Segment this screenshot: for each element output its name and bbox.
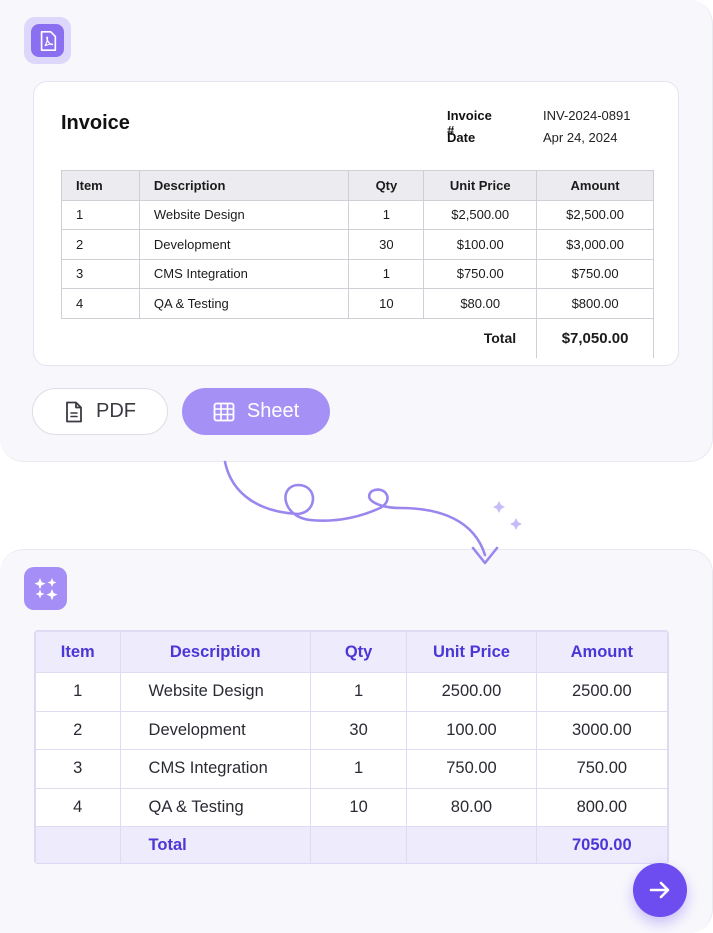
cell-qty: 10 [348,288,425,319]
sheet-format-label: Sheet [246,400,300,422]
cell-amount: $3,000.00 [536,229,654,260]
table-row: 1 Website Design 1 2500.00 2500.00 [35,672,668,712]
cell-amount: $2,500.00 [536,199,654,230]
invoice-col-unit-price: Unit Price [423,170,538,201]
cell-qty[interactable]: 30 [309,710,408,750]
cell-amount: $800.00 [536,288,654,319]
cell-unit-price: $80.00 [423,288,538,319]
cell-unit-price: $100.00 [423,229,538,260]
file-icon [66,401,82,422]
table-row: 2 Development 30 $100.00 $3,000.00 [61,229,654,260]
next-button[interactable] [633,863,687,917]
total-spacer [35,826,121,863]
cell-description: Development [138,229,350,260]
invoice-number-value: INV-2024-0891 [543,108,631,123]
sheet-format-button[interactable]: Sheet [182,388,330,435]
pdf-app-badge [24,17,71,64]
cell-qty: 1 [348,199,425,230]
cell-unit-price: $750.00 [423,258,538,289]
cell-amount[interactable]: 800.00 [535,787,668,827]
cell-amount[interactable]: 750.00 [535,749,668,789]
sheet-col-unit-price: Unit Price [406,631,537,673]
cell-description[interactable]: CMS Integration [119,749,311,789]
cell-description: CMS Integration [138,258,350,289]
pdf-format-button[interactable]: PDF [32,388,168,435]
total-spacer [139,317,349,358]
total-spacer [406,826,537,863]
total-spacer [348,317,424,358]
cell-item[interactable]: 3 [35,749,121,789]
invoice-number-label: Invoice # [447,108,492,138]
table-row: 4 QA & Testing 10 $80.00 $800.00 [61,288,654,319]
sparkle-icon [33,577,58,600]
cell-qty: 30 [348,229,425,260]
sheet-table: Item Description Qty Unit Price Amount 1… [35,631,668,863]
cell-description: QA & Testing [138,288,350,319]
sheet-col-item: Item [35,631,121,673]
invoice-document: Invoice Invoice # INV-2024-0891 Date Apr… [33,81,679,366]
pdf-format-label: PDF [96,400,136,422]
ai-app-badge [24,567,67,610]
sheet-col-qty: Qty [309,631,408,673]
table-row: 2 Development 30 100.00 3000.00 [35,710,668,750]
arrow-right-icon [649,881,670,899]
sheet-total-value[interactable]: 7050.00 [535,826,668,863]
cell-qty[interactable]: 10 [309,787,408,827]
table-row: 4 QA & Testing 10 80.00 800.00 [35,787,668,827]
invoice-col-amount: Amount [536,170,654,201]
invoice-col-description: Description [138,170,350,201]
table-grid-icon [213,402,235,421]
cell-qty[interactable]: 1 [309,749,408,789]
cell-unit-price: $2,500.00 [423,199,538,230]
invoice-date-label: Date [447,130,476,145]
pdf-document-icon [40,30,56,51]
sheet-header-row: Item Description Qty Unit Price Amount [35,631,668,673]
cell-amount: $750.00 [536,258,654,289]
sparkle-icon [510,518,522,530]
cell-qty: 1 [348,258,425,289]
invoice-total-label: Total [423,317,537,358]
cell-item[interactable]: 1 [35,672,121,712]
invoice-col-qty: Qty [348,170,425,201]
cell-item[interactable]: 2 [35,710,121,750]
cell-description[interactable]: QA & Testing [119,787,311,827]
cell-item: 4 [61,288,140,319]
cell-unit-price[interactable]: 100.00 [406,710,537,750]
invoice-col-item: Item [61,170,140,201]
table-row: 3 CMS Integration 1 750.00 750.00 [35,749,668,789]
cell-qty[interactable]: 1 [309,672,408,712]
invoice-date-value: Apr 24, 2024 [543,130,618,145]
cell-item: 2 [61,229,140,260]
total-spacer [61,317,140,358]
converted-sheet: Item Description Qty Unit Price Amount 1… [34,630,669,864]
sheet-col-amount: Amount [535,631,668,673]
cell-unit-price[interactable]: 750.00 [406,749,537,789]
cell-unit-price[interactable]: 2500.00 [406,672,537,712]
sheet-col-description: Description [119,631,311,673]
invoice-title: Invoice [61,112,130,134]
sheet-total-row: Total 7050.00 [35,826,668,863]
cell-unit-price[interactable]: 80.00 [406,787,537,827]
total-spacer [309,826,408,863]
cell-description[interactable]: Development [119,710,311,750]
sparkle-icon [493,501,505,513]
cell-description[interactable]: Website Design [119,672,311,712]
cell-description: Website Design [138,199,350,230]
invoice-header-row: Item Description Qty Unit Price Amount [61,170,654,201]
cell-amount[interactable]: 3000.00 [535,710,668,750]
cell-item: 1 [61,199,140,230]
cell-amount[interactable]: 2500.00 [535,672,668,712]
invoice-table: Item Description Qty Unit Price Amount 1… [61,170,654,358]
table-row: 1 Website Design 1 $2,500.00 $2,500.00 [61,199,654,230]
source-card: Invoice Invoice # INV-2024-0891 Date Apr… [0,0,713,462]
cell-item[interactable]: 4 [35,787,121,827]
table-row: 3 CMS Integration 1 $750.00 $750.00 [61,258,654,289]
invoice-total-row: Total $7,050.00 [61,317,654,358]
invoice-total-value: $7,050.00 [536,317,654,358]
sheet-total-label[interactable]: Total [119,826,311,863]
cell-item: 3 [61,258,140,289]
